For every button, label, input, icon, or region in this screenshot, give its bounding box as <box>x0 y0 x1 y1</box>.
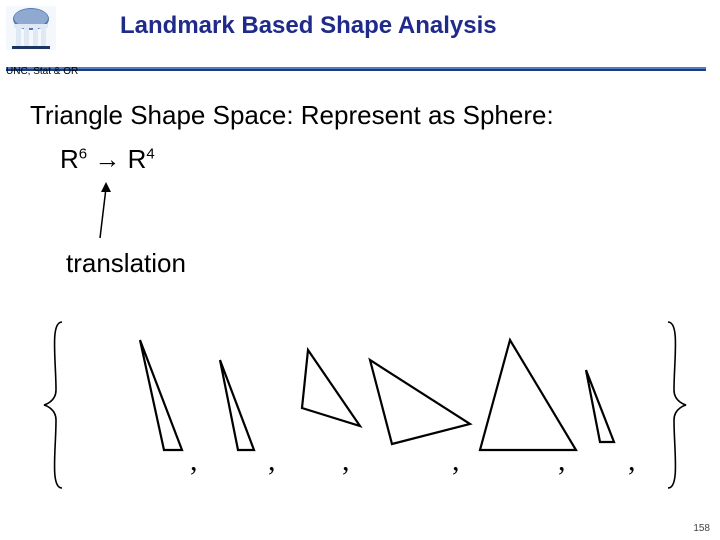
slide-title: Landmark Based Shape Analysis <box>120 12 497 40</box>
equivalence-class-row: ,,,,,, <box>40 320 690 490</box>
unc-logo <box>6 6 56 50</box>
right-brace <box>664 320 690 490</box>
svg-text:,: , <box>190 444 198 477</box>
pointer-arrow <box>94 182 114 240</box>
body-line-2: R6 → R4 <box>60 144 155 175</box>
r6-exp: 6 <box>79 145 87 162</box>
body-line-1: Triangle Shape Space: Represent as Spher… <box>30 100 554 131</box>
title-rule <box>6 58 706 62</box>
svg-text:,: , <box>558 444 566 477</box>
body-line-3: translation <box>66 248 186 279</box>
slide-number: 158 <box>693 523 710 534</box>
triangle-set: ,,,,,, <box>80 320 660 490</box>
left-brace <box>40 320 66 490</box>
r4-exp: 4 <box>146 145 154 162</box>
department-label: UNC, Stat & OR <box>6 66 78 77</box>
svg-text:,: , <box>268 444 276 477</box>
svg-text:,: , <box>342 444 350 477</box>
maps-to-arrow: → <box>87 144 127 174</box>
svg-text:,: , <box>452 444 460 477</box>
r4-base: R <box>128 144 147 174</box>
svg-text:,: , <box>628 444 636 477</box>
r6-base: R <box>60 144 79 174</box>
